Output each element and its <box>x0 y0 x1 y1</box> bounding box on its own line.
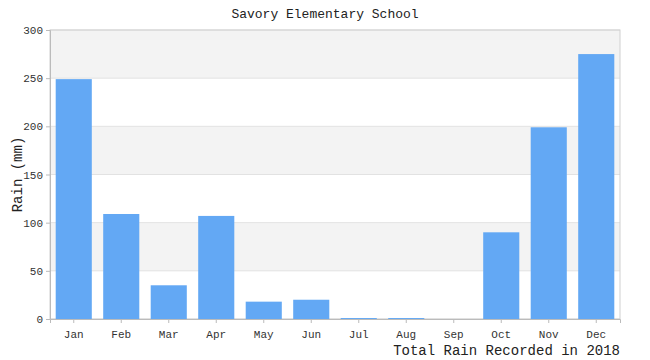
x-axis: Jan Feb Mar Apr May Jun Jul Aug Sep Oct Nov Dec <box>51 319 621 341</box>
y-tick-label: 150 <box>23 170 43 182</box>
bar <box>341 318 377 319</box>
x-tick-label: Jul <box>349 329 369 341</box>
x-tick: Dec <box>586 319 606 341</box>
bar <box>388 318 424 319</box>
y-axis: 0 50 100 150 200 250 300 <box>23 25 50 326</box>
y-tick-mark <box>46 223 50 224</box>
x-tick-mark <box>311 319 312 323</box>
x-tick-mark <box>358 319 359 323</box>
x-tick-label: Nov <box>539 329 559 341</box>
bar <box>293 300 329 319</box>
grid-line <box>50 126 620 127</box>
x-tick-mark <box>596 319 597 323</box>
bars <box>56 54 615 319</box>
y-tick: 100 <box>23 218 50 230</box>
x-tick-label: Aug <box>396 329 416 341</box>
y-tick: 150 <box>23 170 50 182</box>
x-tick-label: Apr <box>206 329 226 341</box>
x-tick-label: May <box>254 329 274 341</box>
x-tick: Jun <box>301 319 321 341</box>
x-tick-label: Oct <box>491 329 511 341</box>
y-tick-label: 100 <box>23 218 43 230</box>
x-tick: Sep <box>444 319 464 341</box>
y-label: Rain (mm) <box>10 137 26 213</box>
y-tick-label: 50 <box>30 266 43 278</box>
x-tick: Apr <box>206 319 226 341</box>
plot-frame <box>50 30 620 319</box>
x-tick-mark <box>121 319 122 323</box>
y-tick-label: 300 <box>23 25 43 37</box>
x-tick-mark <box>168 319 169 323</box>
x-tick-mark <box>216 319 217 323</box>
x-tick-mark <box>263 319 264 323</box>
x-tick: Jul <box>349 319 369 341</box>
subtitle: Total Rain Recorded in 2018 <box>393 343 620 359</box>
y-tick-mark <box>46 175 50 176</box>
x-tick-mark <box>501 319 502 323</box>
x-tick-label: Mar <box>159 329 179 341</box>
y-tick: 200 <box>23 121 50 133</box>
y-tick-mark <box>46 319 50 320</box>
x-tick: Aug <box>396 319 416 341</box>
y-tick-mark <box>46 126 50 127</box>
y-tick: 250 <box>23 73 50 85</box>
x-tick-mark <box>548 319 549 323</box>
y-tick: 50 <box>30 266 50 278</box>
bar <box>151 285 187 319</box>
x-tick-mark <box>406 319 407 323</box>
chart: 0 50 100 150 200 250 300 Jan Feb Mar Apr May Jun Jul A… <box>0 0 650 360</box>
bar <box>103 214 139 319</box>
x-tick: Feb <box>111 319 131 341</box>
title: Savory Elementary School <box>231 7 418 22</box>
bar <box>578 54 614 319</box>
band <box>50 30 620 78</box>
grid-line <box>50 78 620 79</box>
x-tick-mark <box>453 319 454 323</box>
bar <box>531 127 567 319</box>
y-tick-label: 250 <box>23 73 43 85</box>
y-tick: 0 <box>36 314 50 326</box>
bar <box>483 232 519 319</box>
x-tick-mark <box>73 319 74 323</box>
plot: 0 50 100 150 200 250 300 Jan Feb Mar Apr May Jun Jul A… <box>23 25 620 341</box>
x-tick-label: Sep <box>444 329 464 341</box>
x-tick-label: Jan <box>64 329 84 341</box>
x-tick-label: Dec <box>586 329 606 341</box>
x-tick-label: Jun <box>301 329 321 341</box>
bar <box>246 302 282 319</box>
y-tick-mark <box>46 271 50 272</box>
x-tick-label: Feb <box>111 329 131 341</box>
bar <box>436 319 472 320</box>
y-tick-label: 200 <box>23 121 43 133</box>
x-tick: Jan <box>64 319 84 341</box>
bar <box>198 216 234 319</box>
y-tick-label: 0 <box>36 314 43 326</box>
y-tick: 300 <box>23 25 50 37</box>
x-tick: Mar <box>159 319 179 341</box>
x-axis-line <box>51 320 621 324</box>
x-tick: Oct <box>491 319 511 341</box>
x-tick: May <box>254 319 274 341</box>
y-tick-mark <box>46 78 50 79</box>
y-axis-line <box>46 31 51 320</box>
x-tick: Nov <box>539 319 559 341</box>
grid <box>50 30 620 319</box>
y-tick-mark <box>46 30 50 31</box>
bar <box>56 79 92 319</box>
